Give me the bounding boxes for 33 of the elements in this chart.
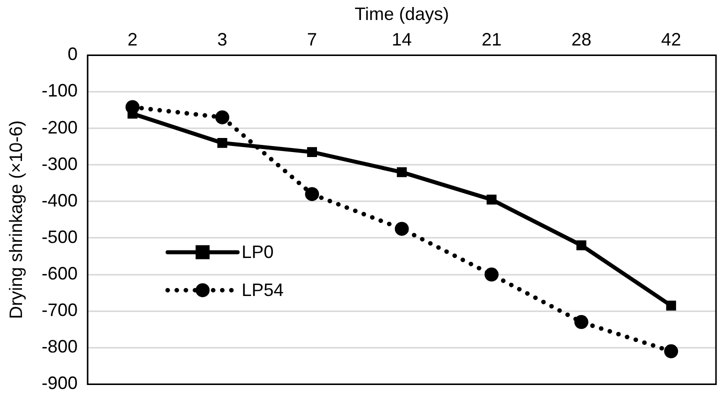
point — [396, 167, 407, 178]
y-tick-label: -400 — [42, 190, 78, 210]
point — [217, 138, 228, 148]
y-tick-label: -300 — [42, 154, 78, 174]
x-tick-label: 2 — [128, 29, 138, 50]
point — [215, 110, 230, 124]
x-tick-label: 21 — [482, 29, 502, 50]
x-tick-label: 14 — [392, 29, 412, 50]
point — [394, 222, 409, 236]
x-tick-label: 7 — [307, 29, 318, 50]
point — [305, 187, 320, 202]
y-tick-label: -800 — [42, 336, 78, 357]
y-tick-label: -600 — [42, 264, 78, 284]
legend-label: LP54 — [242, 280, 284, 300]
point — [664, 344, 678, 358]
y-tick-label: -200 — [42, 117, 78, 138]
y-axis-title: Drying shrinkage (×10-6) — [6, 120, 26, 319]
x-tick-label: 42 — [661, 29, 682, 50]
point — [666, 300, 676, 311]
point — [574, 315, 588, 330]
x-axis-title: Time (days) — [354, 4, 449, 24]
point — [307, 147, 317, 158]
legend-label: LP0 — [242, 242, 274, 262]
point — [484, 268, 499, 282]
x-tick-label: 28 — [571, 29, 592, 50]
x-tick-label: 3 — [217, 29, 228, 50]
y-tick-label: 0 — [68, 44, 78, 64]
point — [486, 194, 497, 205]
y-tick-label: -700 — [42, 300, 78, 320]
y-tick-label: -500 — [42, 226, 78, 247]
point — [576, 240, 586, 250]
y-tick-label: -900 — [42, 373, 78, 394]
y-tick-label: -100 — [42, 80, 78, 101]
